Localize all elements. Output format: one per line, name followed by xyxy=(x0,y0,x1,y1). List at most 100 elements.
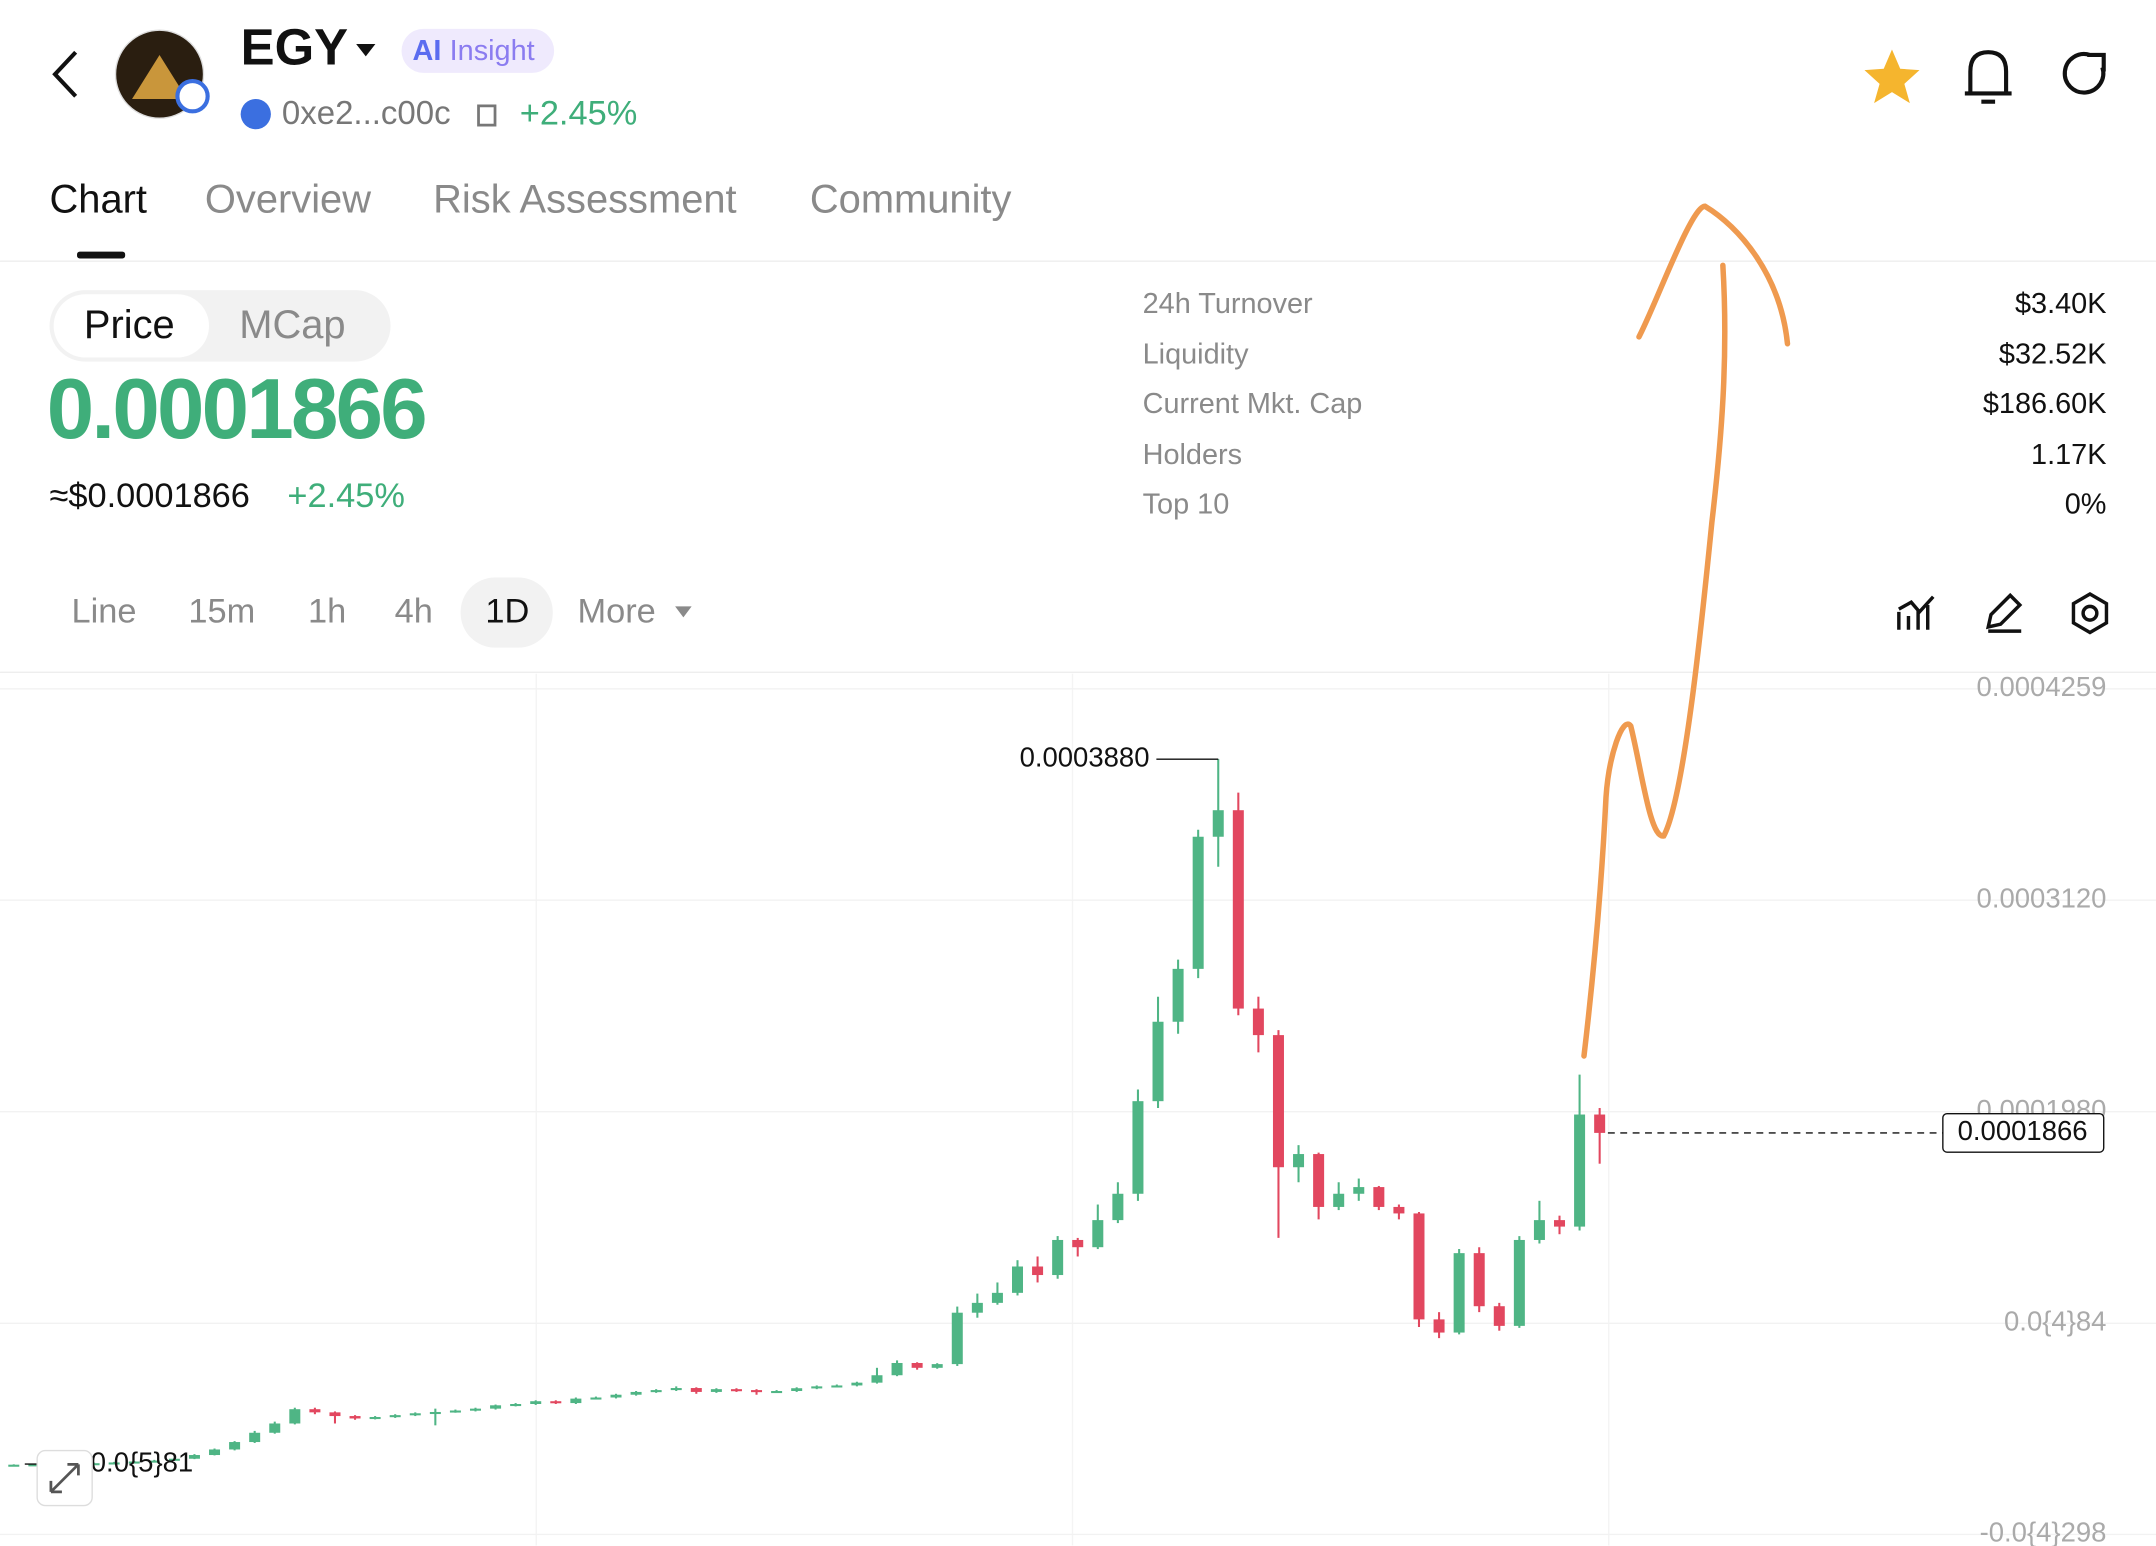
candle-body xyxy=(168,1458,180,1461)
badge-text: Insight xyxy=(450,35,535,67)
tab[interactable]: Chart xyxy=(50,178,147,222)
candle-body xyxy=(329,1412,341,1417)
candle-body xyxy=(1473,1253,1485,1307)
candle-body xyxy=(1373,1187,1385,1207)
candle-body xyxy=(871,1375,883,1383)
stat-label: Current Mkt. Cap xyxy=(1143,388,1363,420)
candle-body xyxy=(1533,1220,1545,1240)
candle-body xyxy=(650,1390,662,1393)
candle-body xyxy=(108,1462,120,1465)
tab[interactable]: Risk Assessment xyxy=(433,178,736,222)
address: 0xe2...c00c xyxy=(282,94,451,131)
stats: 24h Turnover $3.40K Liquidity $32.52K Curren… xyxy=(1143,288,2107,521)
candle-body xyxy=(1032,1266,1044,1276)
refresh-icon[interactable] xyxy=(2062,52,2106,95)
chain-icon xyxy=(240,98,271,130)
badge-icon: AI xyxy=(413,35,442,67)
toggle-option[interactable]: Price xyxy=(84,303,175,347)
stat-value: 0% xyxy=(2065,489,2107,521)
stat-label: Liquidity xyxy=(1143,339,1249,371)
candle-body xyxy=(249,1432,261,1443)
candle-body xyxy=(811,1386,823,1389)
candle-body xyxy=(1112,1193,1124,1221)
candle-body xyxy=(1493,1306,1505,1326)
timeframe-active xyxy=(460,577,553,648)
bell-icon[interactable] xyxy=(1964,50,2012,104)
candle-body xyxy=(1192,836,1204,969)
high-label: 0.0003880 xyxy=(1020,741,1150,772)
stat-value: 1.17K xyxy=(2031,439,2106,471)
timeframe[interactable]: More xyxy=(578,592,656,630)
expand-icon xyxy=(49,1462,80,1494)
back-button[interactable] xyxy=(52,50,78,98)
candle-body xyxy=(1092,1220,1104,1248)
candle-body xyxy=(1052,1239,1064,1276)
candle-body xyxy=(991,1292,1003,1303)
timeframe[interactable]: Line xyxy=(72,592,137,630)
candle-body xyxy=(630,1391,642,1395)
copy-icon[interactable] xyxy=(477,104,497,127)
candle-body xyxy=(188,1455,200,1459)
stat-value: $186.60K xyxy=(1983,388,2107,420)
timeframe[interactable]: 15m xyxy=(188,592,255,630)
candle-body xyxy=(530,1401,542,1405)
token-name: EGY xyxy=(241,18,348,75)
candle-body xyxy=(1132,1101,1144,1194)
tab[interactable]: Overview xyxy=(205,178,371,222)
candle-body xyxy=(1272,1035,1284,1168)
candle-body xyxy=(429,1411,441,1415)
candle-body xyxy=(510,1404,522,1407)
candle-body xyxy=(891,1362,903,1376)
tab[interactable]: Community xyxy=(810,178,1012,222)
settings-icon-dot xyxy=(2081,604,2099,622)
stat-value: $32.52K xyxy=(1999,339,2107,371)
candle-body xyxy=(1574,1114,1586,1227)
toggle-option[interactable]: MCap xyxy=(239,303,345,347)
candle-body xyxy=(88,1463,100,1466)
favorite-star[interactable] xyxy=(1864,49,1920,104)
candle-body xyxy=(128,1461,140,1464)
draw-icon[interactable] xyxy=(1985,592,2023,633)
chart: 0.00042590.00031200.00019800.0{4}84-0.0{… xyxy=(0,671,2156,1546)
candle-body xyxy=(1072,1239,1084,1248)
price-change: +2.45% xyxy=(287,477,404,515)
candle-body xyxy=(590,1397,602,1400)
timeframe[interactable]: 1D xyxy=(485,592,529,630)
more-caret[interactable] xyxy=(675,606,692,618)
indicator-icon[interactable] xyxy=(1897,595,1935,630)
token-dropdown[interactable] xyxy=(356,43,376,57)
candle-body xyxy=(229,1442,241,1450)
candle-body xyxy=(28,1464,40,1467)
stat-value: $3.40K xyxy=(2015,288,2106,320)
low-label: 0.0{5}81 xyxy=(91,1446,193,1477)
candle-body xyxy=(1172,968,1184,1022)
candle-body xyxy=(710,1389,722,1392)
candle-body xyxy=(389,1415,401,1418)
candle-body xyxy=(490,1405,502,1409)
candle-body xyxy=(1232,810,1244,1009)
candle-body xyxy=(1413,1213,1425,1320)
current-price-label: 0.0001866 xyxy=(1958,1115,2088,1146)
candle-body xyxy=(1012,1266,1024,1293)
candle-body xyxy=(409,1413,421,1416)
price-usd: ≈$0.0001866 xyxy=(50,477,250,515)
candle-body xyxy=(550,1401,562,1404)
candle-body xyxy=(1252,1008,1264,1036)
y-tick-label: 0.0{4}84 xyxy=(2004,1306,2106,1337)
stat-label: Top 10 xyxy=(1143,489,1230,521)
avatar-art xyxy=(132,54,188,99)
candle-body xyxy=(730,1389,742,1392)
candle-body xyxy=(911,1362,923,1368)
candle-body xyxy=(1353,1187,1365,1194)
candle-body xyxy=(1333,1193,1345,1207)
timeframe[interactable]: 4h xyxy=(395,592,433,630)
candle-body xyxy=(951,1312,963,1365)
settings-icon[interactable] xyxy=(2071,591,2109,635)
candle-body xyxy=(791,1388,803,1392)
insight-badge[interactable] xyxy=(401,28,555,73)
timeframe[interactable]: 1h xyxy=(308,592,346,630)
tab-underline xyxy=(77,251,126,259)
candle-body xyxy=(349,1416,361,1419)
